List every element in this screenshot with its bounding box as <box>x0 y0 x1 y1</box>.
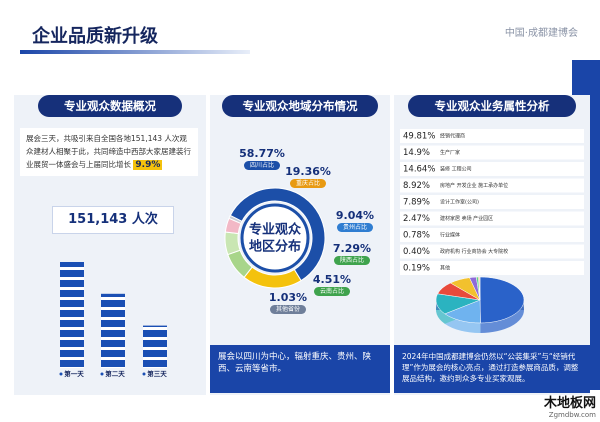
value-label: 7.89% <box>403 198 430 208</box>
value-label: 0.78% <box>403 231 430 241</box>
donut-center-text: 专业观众 <box>249 222 301 238</box>
category-label: 陕西占比 <box>340 256 364 264</box>
total: 151,143 人次 <box>52 206 174 234</box>
row-bg <box>400 145 584 160</box>
category-label: 贵州占比 <box>343 223 367 231</box>
category-label: 房地产 开发企业 施工承办单位 <box>440 182 508 189</box>
row-bg <box>400 244 584 259</box>
row-bg <box>400 261 584 275</box>
bar-dot <box>142 372 146 376</box>
value-label: 14.9% <box>403 148 430 158</box>
category-label: 其他省份 <box>276 305 300 313</box>
overview-body: 展会三天，共吸引来自全国各地151,143 人次观众建材人相聚于此，共同缔造中西… <box>26 134 191 169</box>
panel-title: 专业观众数据概况 <box>38 95 182 117</box>
label-pill <box>244 161 280 170</box>
watermark-url: Zgmdbw.com <box>548 411 596 419</box>
bar-dot <box>100 372 104 376</box>
bar <box>143 325 167 368</box>
value-label: 4.51% <box>313 273 351 286</box>
category-label: 四川占比 <box>250 161 274 169</box>
value-label: 19.36% <box>285 165 331 178</box>
category-label: 建材家居 卖场 产业园区 <box>440 215 493 222</box>
row-bg <box>400 178 584 193</box>
business-note: 2024年中国成都建博会仍然以“公装集采”与“经销代理”作为展会的核心亮点，通过… <box>394 345 590 393</box>
region-note: 展会以四川为中心，辐射重庆、贵州、陕西、云南等省市。 <box>210 345 390 393</box>
brand: 中国·成都建博会 <box>504 28 578 39</box>
value-label: 0.19% <box>403 264 430 274</box>
category-label: 设计工作室(公司) <box>440 199 479 206</box>
label-pill <box>290 179 326 188</box>
donut-segment <box>224 231 241 256</box>
value-label: 2.47% <box>403 214 430 224</box>
pie-slice <box>479 276 481 301</box>
x-tick-label: 第三天 <box>147 369 167 378</box>
category-label: 其他 <box>440 265 450 272</box>
page-title: 企业品质新升级 <box>32 26 158 47</box>
value-label: 49.81% <box>403 132 435 142</box>
donut-center <box>240 203 310 273</box>
x-tick-label: 第一天 <box>64 369 84 378</box>
label-pill <box>270 305 306 314</box>
row-bg <box>400 211 584 226</box>
growth: 9.9% <box>133 160 163 170</box>
label-pill <box>334 256 370 265</box>
category-label: 重庆占比 <box>296 179 320 187</box>
bar-dot <box>59 372 63 376</box>
category-label: 经销代理商 <box>440 133 465 140</box>
value-label: 0.40% <box>403 247 430 257</box>
overview-text: 展会三天，共吸引来自全国各地151,143 人次观众建材人相聚于此，共同缔造中西… <box>20 128 198 176</box>
panel-title: 专业观众业务属性分析 <box>408 95 576 117</box>
x-tick-label: 第二天 <box>105 369 125 378</box>
row-bg <box>400 228 584 242</box>
label-pill <box>337 223 373 232</box>
watermark-name: 木地板网 <box>543 396 596 411</box>
bar <box>60 262 84 368</box>
row-bg <box>400 162 584 176</box>
donut-center-text: 地区分布 <box>249 239 301 255</box>
value-label: 8.92% <box>403 181 430 191</box>
bar <box>101 293 125 368</box>
row-bg <box>400 129 584 143</box>
category-label: 云南占比 <box>320 287 344 295</box>
value-label: 1.03% <box>269 291 307 304</box>
value-label: 14.64% <box>403 165 435 175</box>
pie-slice <box>479 276 525 324</box>
panel-title: 专业观众地域分布情况 <box>222 95 378 117</box>
category-label: 生产厂家 <box>440 149 460 156</box>
donut-segment <box>229 187 326 282</box>
value-label: 58.77% <box>239 147 285 160</box>
title-rule <box>20 50 250 54</box>
category-label: 政府机构 行业商协会 大专院校 <box>440 248 508 255</box>
value-label: 9.04% <box>336 209 374 222</box>
category-label: 行业媒体 <box>440 232 460 239</box>
value-label: 7.29% <box>333 242 371 255</box>
watermark: 木地板网 Zgmdbw.com <box>500 396 600 422</box>
label-pill <box>314 287 350 296</box>
category-label: 装修 工程公司 <box>440 166 472 173</box>
row-bg <box>400 195 584 209</box>
